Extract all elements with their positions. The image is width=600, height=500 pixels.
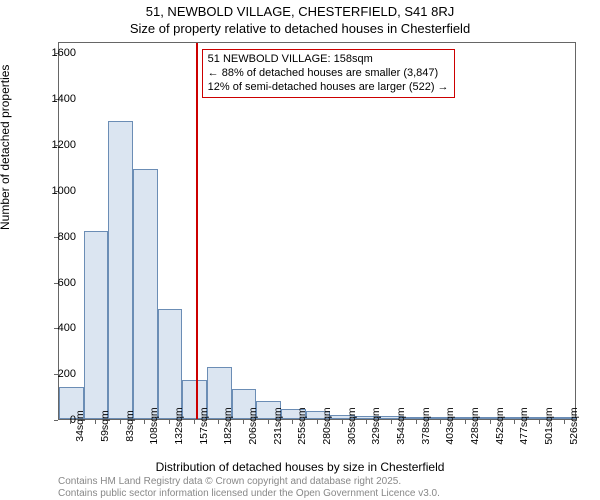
x-tick-mark	[144, 420, 145, 424]
x-tick-label: 83sqm	[124, 410, 136, 442]
x-tick-label: 206sqm	[247, 407, 259, 444]
histogram-bar	[133, 169, 158, 419]
y-tick-mark	[54, 191, 58, 192]
x-tick-mark	[120, 420, 121, 424]
x-tick-label: 59sqm	[99, 410, 111, 442]
attribution: Contains HM Land Registry data © Crown c…	[58, 476, 440, 499]
histogram-bar	[158, 309, 183, 419]
marker-line	[196, 43, 198, 419]
y-tick-mark	[54, 328, 58, 329]
chart-title-main: 51, NEWBOLD VILLAGE, CHESTERFIELD, S41 8…	[0, 4, 600, 19]
y-tick-mark	[54, 99, 58, 100]
x-tick-mark	[564, 420, 565, 424]
annotation-box: 51 NEWBOLD VILLAGE: 158sqm← 88% of detac…	[202, 49, 455, 98]
x-tick-label: 34sqm	[74, 410, 86, 442]
x-tick-mark	[243, 420, 244, 424]
y-tick-mark	[54, 237, 58, 238]
annotation-line3: 12% of semi-detached houses are larger (…	[208, 81, 449, 95]
x-tick-mark	[366, 420, 367, 424]
x-tick-label: 182sqm	[222, 407, 234, 444]
x-tick-mark	[416, 420, 417, 424]
annotation-line1: 51 NEWBOLD VILLAGE: 158sqm	[208, 53, 449, 67]
y-axis-label: Number of detached properties	[0, 65, 12, 230]
x-tick-mark	[440, 420, 441, 424]
y-tick-mark	[54, 420, 58, 421]
histogram-chart: 51, NEWBOLD VILLAGE, CHESTERFIELD, S41 8…	[0, 0, 600, 500]
x-tick-label: 255sqm	[296, 407, 308, 444]
y-tick-mark	[54, 374, 58, 375]
x-tick-mark	[169, 420, 170, 424]
x-tick-label: 108sqm	[148, 407, 160, 444]
plot-area: 51 NEWBOLD VILLAGE: 158sqm← 88% of detac…	[58, 42, 576, 420]
x-tick-mark	[194, 420, 195, 424]
x-tick-mark	[70, 420, 71, 424]
x-tick-label: 231sqm	[272, 407, 284, 444]
x-tick-label: 526sqm	[568, 407, 580, 444]
chart-title-sub: Size of property relative to detached ho…	[0, 21, 600, 36]
x-tick-mark	[292, 420, 293, 424]
x-tick-label: 132sqm	[173, 407, 185, 444]
x-tick-label: 354sqm	[395, 407, 407, 444]
x-tick-label: 157sqm	[198, 407, 210, 444]
attribution-line1: Contains HM Land Registry data © Crown c…	[58, 476, 440, 488]
x-tick-label: 378sqm	[420, 407, 432, 444]
x-tick-mark	[465, 420, 466, 424]
x-tick-mark	[539, 420, 540, 424]
x-tick-mark	[391, 420, 392, 424]
x-tick-mark	[317, 420, 318, 424]
y-tick-mark	[54, 283, 58, 284]
x-tick-mark	[490, 420, 491, 424]
histogram-bar	[84, 231, 109, 419]
x-tick-label: 329sqm	[370, 407, 382, 444]
x-tick-mark	[342, 420, 343, 424]
annotation-line2: ← 88% of detached houses are smaller (3,…	[208, 67, 449, 81]
x-tick-label: 501sqm	[543, 407, 555, 444]
x-tick-label: 305sqm	[346, 407, 358, 444]
x-tick-label: 428sqm	[469, 407, 481, 444]
x-tick-label: 477sqm	[518, 407, 530, 444]
x-tick-label: 280sqm	[321, 407, 333, 444]
x-axis-label: Distribution of detached houses by size …	[0, 460, 600, 474]
x-tick-mark	[218, 420, 219, 424]
x-tick-mark	[268, 420, 269, 424]
x-tick-mark	[514, 420, 515, 424]
attribution-line2: Contains public sector information licen…	[58, 488, 440, 500]
y-tick-mark	[54, 145, 58, 146]
histogram-bar	[108, 121, 133, 419]
x-tick-label: 452sqm	[494, 407, 506, 444]
x-tick-mark	[95, 420, 96, 424]
y-tick-mark	[54, 53, 58, 54]
x-tick-label: 403sqm	[444, 407, 456, 444]
